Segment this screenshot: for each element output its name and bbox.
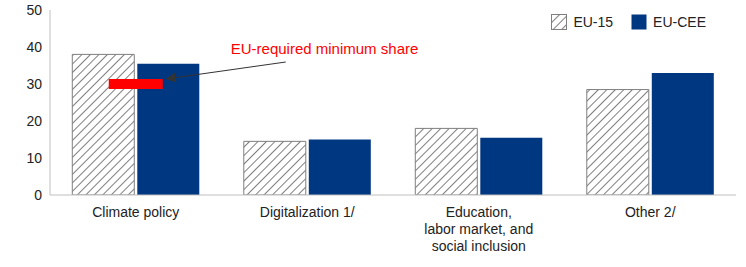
- svg-text:EU-required minimum share: EU-required minimum share: [231, 40, 419, 57]
- svg-text:labor market, and: labor market, and: [424, 221, 533, 237]
- html-text:EU-CEE: EU-CEE: [653, 14, 706, 30]
- html-text:EU-15: EU-15: [573, 14, 614, 30]
- svg-text:10: 10: [26, 150, 42, 166]
- svg-text:0: 0: [34, 187, 42, 203]
- svg-text:Education,: Education,: [446, 204, 512, 220]
- svg-text:Climate policy: Climate policy: [92, 204, 179, 220]
- svg-text:Other 2/: Other 2/: [625, 204, 676, 220]
- svg-text:Digitalization 1/: Digitalization 1/: [260, 204, 355, 220]
- svg-text:40: 40: [26, 39, 42, 55]
- svg-text:20: 20: [26, 113, 42, 129]
- svg-text:social inclusion: social inclusion: [432, 238, 526, 254]
- svg-text:50: 50: [26, 2, 42, 18]
- svg-text:30: 30: [26, 76, 42, 92]
